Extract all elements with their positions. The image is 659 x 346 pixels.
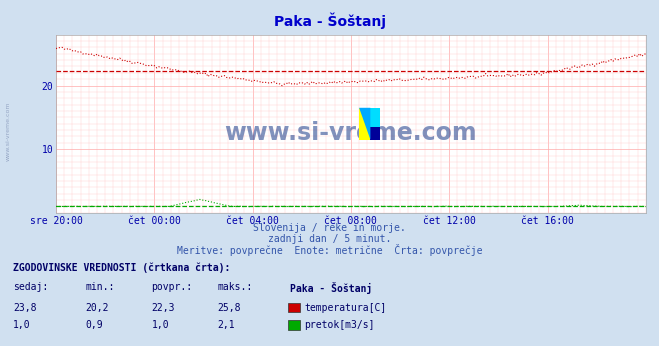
Text: www.si-vreme.com: www.si-vreme.com: [5, 102, 11, 161]
Text: Paka - Šoštanj: Paka - Šoštanj: [290, 282, 372, 294]
Text: 23,8: 23,8: [13, 303, 37, 313]
Text: ZGODOVINSKE VREDNOSTI (črtkana črta):: ZGODOVINSKE VREDNOSTI (črtkana črta):: [13, 263, 231, 273]
Text: povpr.:: povpr.:: [152, 282, 192, 292]
Text: pretok[m3/s]: pretok[m3/s]: [304, 320, 375, 330]
Text: Paka - Šoštanj: Paka - Šoštanj: [273, 12, 386, 29]
Text: 25,8: 25,8: [217, 303, 241, 313]
Text: Slovenija / reke in morje.: Slovenija / reke in morje.: [253, 223, 406, 233]
Bar: [359, 108, 370, 139]
Bar: [370, 127, 380, 139]
Text: 1,0: 1,0: [13, 320, 31, 330]
Text: 1,0: 1,0: [152, 320, 169, 330]
Bar: [370, 108, 380, 127]
Text: sedaj:: sedaj:: [13, 282, 48, 292]
Text: zadnji dan / 5 minut.: zadnji dan / 5 minut.: [268, 234, 391, 244]
Text: min.:: min.:: [86, 282, 115, 292]
Text: 0,9: 0,9: [86, 320, 103, 330]
Text: 2,1: 2,1: [217, 320, 235, 330]
Text: maks.:: maks.:: [217, 282, 252, 292]
Text: 20,2: 20,2: [86, 303, 109, 313]
Text: Meritve: povprečne  Enote: metrične  Črta: povprečje: Meritve: povprečne Enote: metrične Črta:…: [177, 244, 482, 256]
Text: temperatura[C]: temperatura[C]: [304, 303, 387, 313]
Polygon shape: [359, 108, 370, 139]
Text: www.si-vreme.com: www.si-vreme.com: [225, 121, 477, 145]
Text: 22,3: 22,3: [152, 303, 175, 313]
